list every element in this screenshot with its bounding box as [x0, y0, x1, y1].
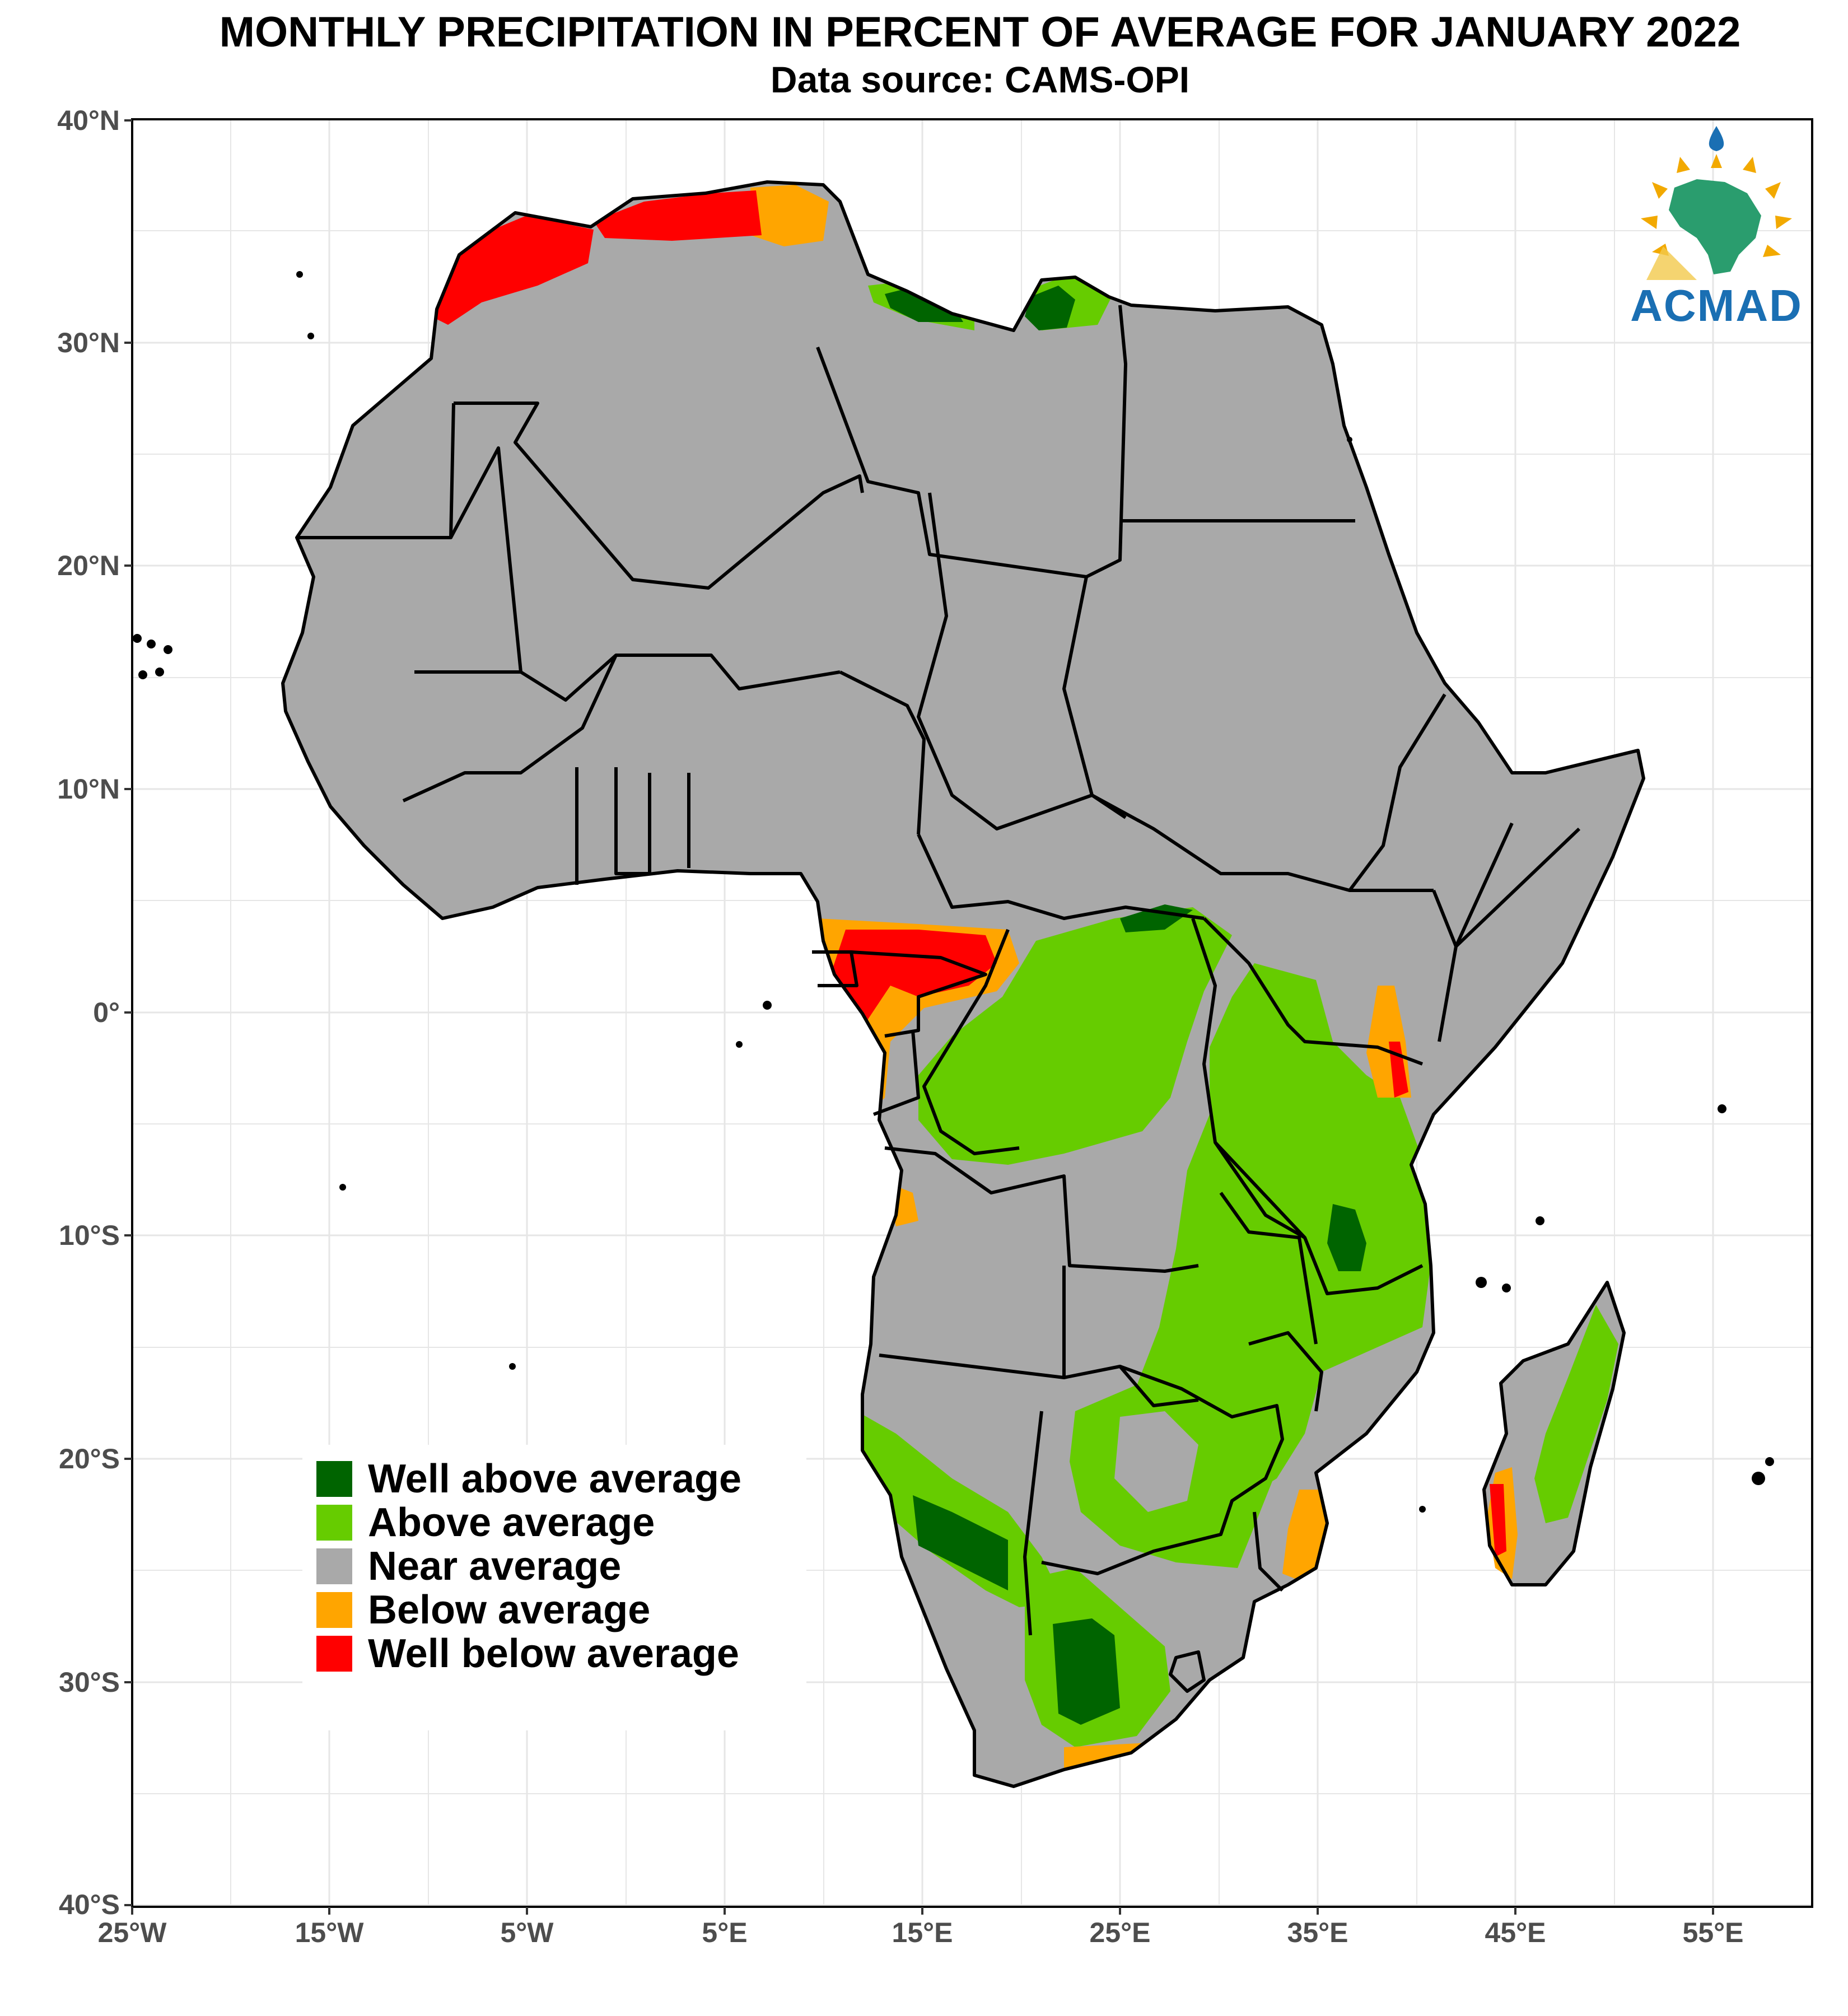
- legend-item: Near average: [316, 1544, 622, 1589]
- y-axis: [124, 119, 132, 1906]
- x-axis: [131, 1907, 1714, 1915]
- zone-well-above-average-cameroon: [1120, 904, 1193, 932]
- zone-above-average-namibia: [857, 1411, 1064, 1607]
- legend: Well above average Above average Near av…: [302, 1445, 806, 1730]
- legend-label: Well below average: [368, 1631, 739, 1676]
- x-tick-label: 25°E: [1090, 1917, 1151, 1948]
- x-tick-label: 15°W: [295, 1917, 365, 1948]
- y-tick-label: 40°N: [57, 105, 120, 136]
- y-tick-label: 0°: [93, 997, 120, 1028]
- map-title: MONTHLY PRECIPITATION IN PERCENT OF AVER…: [219, 8, 1741, 56]
- x-tick-label: 35°E: [1287, 1917, 1348, 1948]
- x-tick-label: 5°E: [702, 1917, 747, 1948]
- x-tick-labels: 25°W 15°W 5°W 5°E 15°E 25°E 35°E 45°E 55…: [98, 1917, 1744, 1948]
- y-tick-label: 10°N: [57, 773, 120, 805]
- x-tick-label: 15°E: [892, 1917, 953, 1948]
- acmad-africa-logo-icon: [1641, 126, 1792, 280]
- x-tick-label: 5°W: [501, 1917, 554, 1948]
- zone-well-below-average-morocco: [426, 216, 594, 325]
- legend-label: Near average: [368, 1544, 622, 1589]
- zone-below-average-maghreb: [750, 185, 829, 246]
- legend-label: Below average: [368, 1588, 651, 1632]
- zone-well-below-average-algeria: [594, 190, 762, 241]
- map-subtitle: Data source: CAMS-OPI: [770, 59, 1190, 100]
- x-tick-label: 55°E: [1683, 1917, 1744, 1948]
- legend-swatch-well-below: [316, 1636, 352, 1672]
- zone-above-average-madagascar: [1534, 1305, 1618, 1523]
- legend-item: Above average: [316, 1500, 655, 1545]
- zone-well-above-average-namibia: [913, 1495, 1008, 1590]
- y-tick-label: 30°N: [57, 327, 120, 358]
- y-tick-label: 20°S: [59, 1443, 120, 1474]
- legend-item: Well below average: [316, 1631, 739, 1676]
- legend-item: Below average: [316, 1588, 651, 1632]
- zone-above-average-congo: [918, 907, 1232, 1165]
- legend-item: Well above average: [316, 1457, 742, 1501]
- acmad-logo-text: ACMAD: [1630, 281, 1803, 330]
- legend-label: Well above average: [368, 1457, 742, 1501]
- zone-well-below-average-madagascar: [1490, 1484, 1506, 1557]
- islands: [133, 271, 1774, 1513]
- legend-label: Above average: [368, 1500, 655, 1545]
- zone-near-average-interior: [1114, 1411, 1198, 1512]
- legend-swatch-above: [316, 1505, 352, 1541]
- y-tick-label: 10°S: [59, 1220, 120, 1251]
- legend-swatch-well-above: [316, 1461, 352, 1497]
- zone-well-below-average-kenya: [1389, 1042, 1408, 1098]
- zone-well-above-average-southafrica: [1053, 1618, 1120, 1725]
- y-tick-label: 20°N: [57, 550, 120, 581]
- zone-well-above-average-tanzania: [1327, 1204, 1366, 1271]
- x-tick-label: 25°W: [98, 1917, 167, 1948]
- y-tick-labels: 40°N 30°N 20°N 10°N 0° 10°S 20°S 30°S 40…: [57, 105, 120, 1920]
- country-borders: [283, 182, 1644, 1786]
- y-tick-label: 30°S: [59, 1667, 120, 1698]
- y-tick-label: 40°S: [59, 1889, 120, 1920]
- legend-swatch-near: [316, 1548, 352, 1584]
- x-tick-label: 45°E: [1485, 1917, 1546, 1948]
- legend-swatch-below: [316, 1592, 352, 1628]
- zone-below-average-capecoast: [1064, 1686, 1232, 1775]
